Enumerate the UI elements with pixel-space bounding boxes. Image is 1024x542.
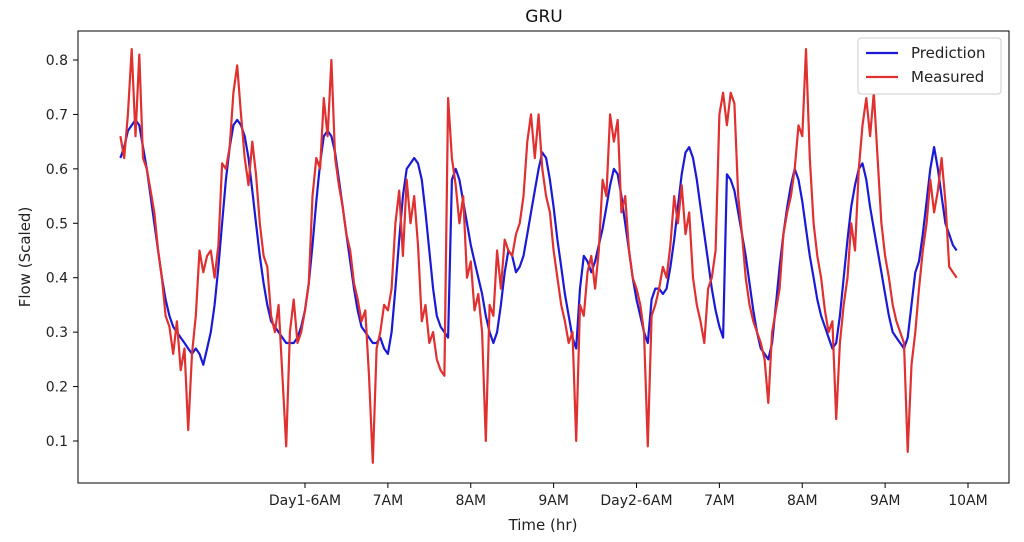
legend: Prediction Measured bbox=[857, 37, 1002, 95]
x-tick-label: 9AM bbox=[538, 493, 569, 509]
prediction-line bbox=[119, 118, 958, 366]
x-tick-label: Day1-6AM bbox=[269, 493, 341, 509]
y-axis: 0.1 0.2 0.3 0.4 0.5 0.6 0.7 0.8 bbox=[46, 53, 78, 450]
x-tick-label: 7AM bbox=[704, 493, 735, 509]
y-axis-title: Flow (Scaled) bbox=[16, 207, 34, 308]
chart-title: GRU bbox=[525, 7, 562, 27]
legend-label-prediction: Prediction bbox=[911, 44, 986, 62]
y-tick-label: 0.6 bbox=[46, 162, 68, 178]
x-axis: Day1-6AM 7AM 8AM 9AM Day2-6AM 7AM 8AM 9AM 10AM bbox=[269, 483, 988, 509]
x-axis-title: Time (hr) bbox=[508, 516, 578, 534]
y-tick-label: 0.3 bbox=[46, 325, 68, 341]
series-lines bbox=[119, 48, 958, 464]
plot-frame bbox=[77, 30, 1010, 484]
y-tick-label: 0.8 bbox=[46, 53, 68, 69]
y-tick-label: 0.1 bbox=[46, 434, 68, 450]
y-tick-label: 0.4 bbox=[46, 271, 68, 287]
x-tick-label: 9AM bbox=[870, 493, 901, 509]
x-tick-label: 10AM bbox=[948, 493, 987, 509]
x-tick-label: 8AM bbox=[455, 493, 486, 509]
y-tick-label: 0.5 bbox=[46, 216, 68, 232]
x-tick-label: 8AM bbox=[787, 493, 818, 509]
x-tick-label: 7AM bbox=[373, 493, 404, 509]
y-tick-label: 0.2 bbox=[46, 380, 68, 396]
x-tick-label: Day2-6AM bbox=[600, 493, 672, 509]
measured-line bbox=[119, 48, 958, 464]
legend-label-measured: Measured bbox=[911, 68, 984, 86]
y-tick-label: 0.7 bbox=[46, 107, 68, 123]
